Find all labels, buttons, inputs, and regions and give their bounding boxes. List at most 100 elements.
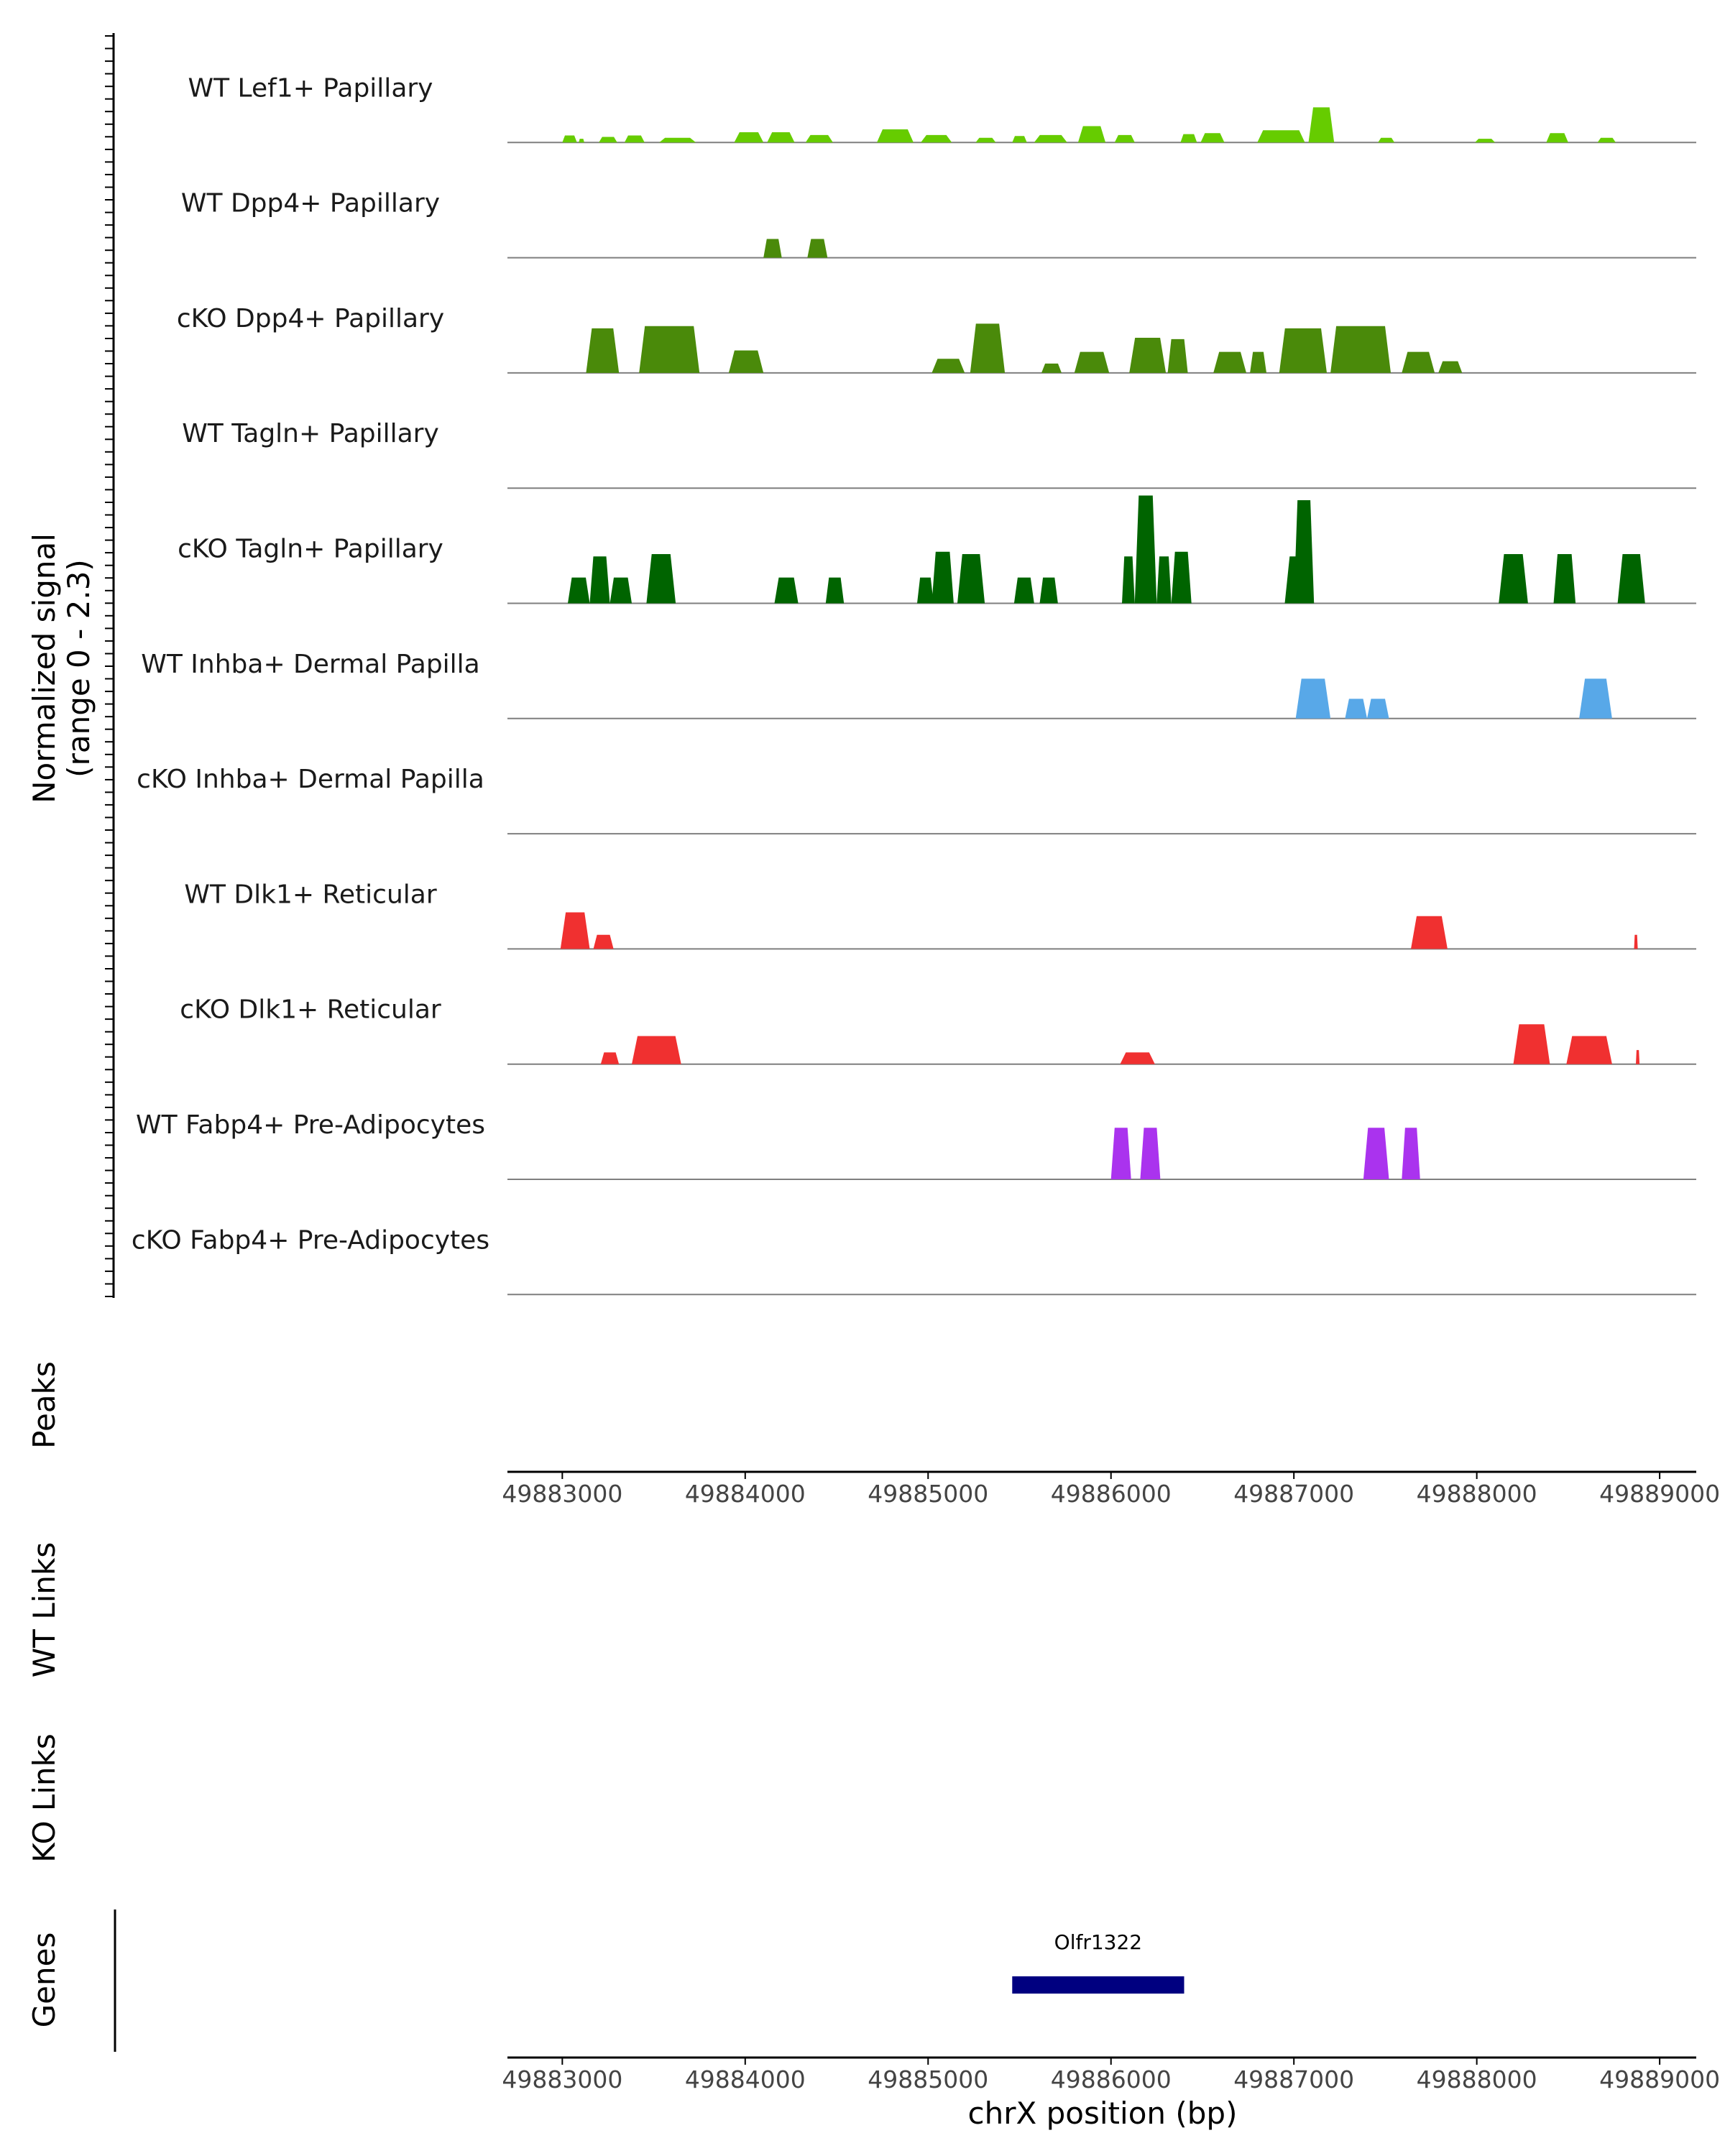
signal-peak: [1513, 1024, 1550, 1064]
x-tick-label: 49883000: [502, 1480, 622, 1508]
signal-peak: [1077, 126, 1106, 143]
signal-peak: [1378, 137, 1395, 143]
x-tick-label: 49887000: [1233, 1480, 1354, 1508]
gene-label: Olfr1322: [1054, 1930, 1142, 1954]
signal-peak: [1367, 699, 1389, 719]
track-3: cKO Dpp4+ Papillary: [177, 304, 1696, 374]
signal-peak: [1120, 1052, 1155, 1064]
x-tick-label: 49888000: [1417, 2065, 1537, 2093]
peaks-panel-label: Peaks: [27, 1361, 62, 1449]
signal-peak: [1122, 556, 1135, 604]
track-label: WT Inhba+ Dermal Papilla: [141, 650, 479, 679]
signal-peak: [1013, 577, 1034, 604]
signal-peak: [1257, 130, 1305, 143]
signal-peak: [734, 132, 764, 143]
signal-peak: [1402, 1128, 1420, 1179]
signal-peak: [767, 132, 795, 143]
signal-peak: [1330, 326, 1391, 373]
signal-peak: [1345, 699, 1367, 719]
signal-peak: [1438, 361, 1463, 373]
track-label: cKO Dpp4+ Papillary: [177, 304, 444, 333]
y-axis-label-line1: Normalized signal: [27, 533, 62, 803]
signal-peak: [1156, 556, 1172, 604]
signal-peak: [1363, 1128, 1389, 1179]
signal-peak: [1617, 554, 1645, 604]
signal-peak: [957, 554, 985, 604]
track-7: cKO Inhba+ Dermal Papilla: [137, 765, 1696, 835]
signal-peak: [599, 137, 617, 143]
x-tick-label: 49889000: [1599, 2065, 1720, 2093]
signal-peak: [1250, 351, 1266, 373]
signal-peak: [932, 359, 965, 373]
signal-y-axis: [105, 33, 115, 1298]
track-label: cKO Dlk1+ Reticular: [180, 995, 441, 1025]
signal-peak: [1475, 139, 1496, 143]
signal-peak: [1200, 133, 1225, 143]
signal-peak: [1499, 554, 1528, 604]
signal-peak: [1012, 136, 1027, 143]
signal-peak: [1110, 1128, 1131, 1179]
signal-peak: [589, 556, 610, 604]
signal-peak: [805, 134, 833, 143]
signal-peak: [1294, 500, 1315, 604]
x-tick-label: 49883000: [502, 2065, 622, 2093]
signal-peak: [1167, 338, 1188, 373]
x-tick-label: 49889000: [1599, 1480, 1720, 1508]
x-tick-label: 49884000: [685, 1480, 806, 1508]
x-tick-label: 49885000: [868, 2065, 988, 2093]
track-label: WT Lef1+ Papillary: [188, 73, 433, 103]
track-9: cKO Dlk1+ Reticular: [180, 995, 1696, 1065]
signal-peak: [1041, 363, 1062, 373]
track-5: cKO Tagln+ Papillary: [178, 495, 1696, 604]
x-tick-label: 49886000: [1051, 1480, 1172, 1508]
signal-peak: [646, 554, 676, 604]
track-10: WT Fabp4+ Pre-Adipocytes: [136, 1110, 1696, 1180]
signal-peak: [579, 139, 584, 143]
gene-annotations: Olfr1322: [1012, 1930, 1184, 1994]
y-axis-label-line2: (range 0 - 2.3): [61, 559, 96, 778]
signal-peak: [1597, 137, 1616, 143]
signal-peak: [1553, 554, 1576, 604]
signal-peak: [1171, 551, 1192, 604]
track-label: cKO Fabp4+ Pre-Adipocytes: [132, 1225, 489, 1255]
track-6: WT Inhba+ Dermal Papilla: [141, 650, 1696, 719]
signal-peak: [1411, 916, 1448, 949]
signal-peak: [560, 912, 590, 949]
signal-peak: [921, 134, 952, 143]
signal-peak: [1074, 351, 1110, 373]
signal-peak: [807, 239, 828, 258]
signal-peak: [1114, 134, 1135, 143]
x-tick-label: 49888000: [1417, 1480, 1537, 1508]
signal-peak: [917, 577, 934, 604]
track-2: WT Dpp4+ Papillary: [181, 189, 1696, 259]
track-label: WT Fabp4+ Pre-Adipocytes: [136, 1110, 485, 1140]
ko-links-panel-label: KO Links: [27, 1733, 62, 1863]
signal-peak: [1636, 1050, 1640, 1064]
gene-body: [1012, 1976, 1184, 1994]
signal-peak: [1180, 134, 1197, 143]
track-label: WT Tagln+ Papillary: [182, 419, 439, 448]
signal-peak: [774, 577, 799, 604]
signal-peak: [1634, 934, 1638, 949]
signal-peak: [632, 1036, 681, 1064]
signal-peak: [586, 328, 620, 373]
track-11: cKO Fabp4+ Pre-Adipocytes: [132, 1225, 1696, 1296]
x-tick-label: 49885000: [868, 1480, 988, 1508]
signal-peak: [1308, 107, 1335, 143]
signal-peak: [975, 137, 996, 143]
x-axis-top: 49883000 49884000 49885000 49886000 49887000…: [502, 1470, 1720, 1508]
signal-peak: [1546, 133, 1568, 143]
x-tick-label: 49884000: [685, 2065, 806, 2093]
x-axis-label: chrX position (bp): [968, 2096, 1238, 2131]
signal-peak: [1213, 351, 1246, 373]
signal-peak: [932, 551, 954, 604]
signal-peak: [1579, 678, 1612, 719]
signal-peak: [1039, 577, 1058, 604]
track-4: WT Tagln+ Papillary: [182, 419, 1696, 489]
signal-peak: [1279, 328, 1327, 373]
track-1: WT Lef1+ Papillary: [188, 73, 1696, 144]
signal-peak: [1566, 1036, 1612, 1064]
signal-peak: [610, 577, 632, 604]
